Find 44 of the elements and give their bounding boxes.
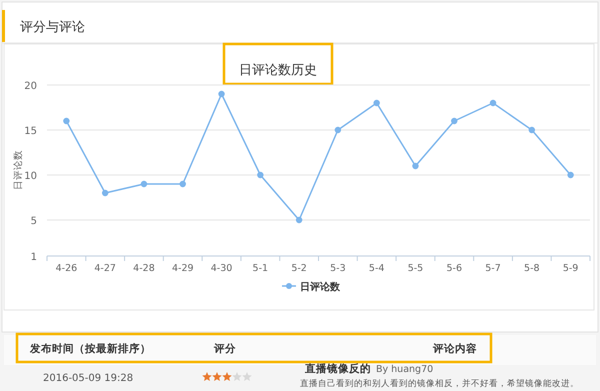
x-tick-label: 5-7 (485, 263, 501, 274)
text: 评分 (213, 342, 237, 355)
text: 2016-05-09 19:28 (43, 373, 134, 384)
point (102, 190, 108, 196)
chart-title: 日评论数历史 (239, 63, 317, 78)
text: By huang70 (376, 364, 434, 375)
point (567, 172, 574, 178)
text: 直播自己看到的和别人看到的镜像相反，并不好看，希望镜像能改进。 (300, 378, 579, 389)
point (373, 100, 380, 106)
point (334, 126, 342, 134)
point (218, 90, 225, 98)
x-tick-label: 4-28 (133, 263, 155, 274)
x-tick-label: 4-29 (172, 263, 194, 274)
text: 发布时间（按最新排序） (29, 342, 151, 355)
y-tick-label: 5 (30, 216, 37, 227)
x-tick-label: 5-9 (562, 263, 578, 274)
text: 评论内容 (432, 342, 477, 355)
x-tick-label: 5-1 (252, 263, 268, 274)
legend-label: 日评论数 (300, 281, 341, 293)
x-tick-label: 5-2 (291, 263, 307, 274)
y-tick-label: 20 (24, 81, 37, 92)
point (180, 180, 186, 188)
x-tick-label: 4-27 (94, 263, 116, 274)
y-tick-label: 1 (30, 252, 37, 263)
text: 评分与评论 (20, 20, 85, 35)
point (296, 216, 302, 224)
point (451, 118, 458, 124)
x-tick-label: 5-8 (524, 263, 540, 274)
point (412, 162, 419, 170)
y-tick-label: 10 (24, 171, 37, 182)
x-tick-label: 5-5 (408, 263, 424, 274)
x-tick-label: 5-3 (330, 263, 346, 274)
point (528, 126, 536, 134)
point (140, 180, 148, 188)
y-tick-label: 15 (24, 126, 37, 137)
point (490, 100, 496, 106)
point (257, 172, 264, 178)
x-tick-label: 5-4 (368, 263, 384, 274)
x-tick-label: 4-26 (56, 263, 78, 274)
text: 直播镜像反的 (304, 362, 371, 375)
x-tick-label: 4-30 (210, 263, 232, 274)
x-tick-label: 5-6 (446, 263, 462, 274)
y-axis-title: 日评论数 (12, 150, 24, 190)
point (63, 118, 70, 124)
